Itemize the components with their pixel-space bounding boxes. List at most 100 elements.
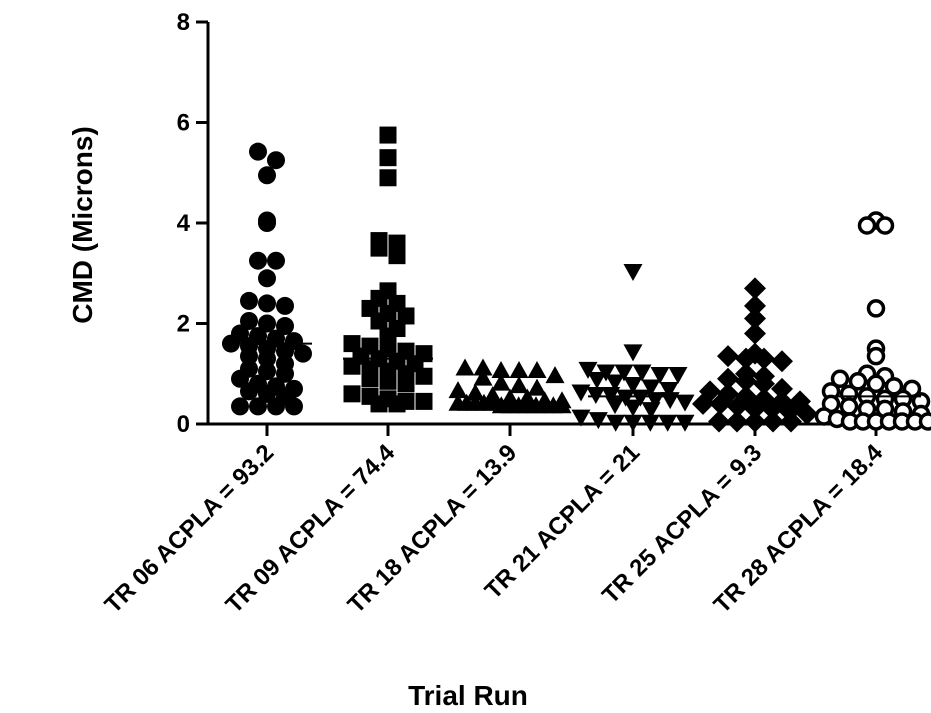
data-point — [231, 369, 249, 388]
data-point — [415, 367, 433, 385]
data-point — [509, 376, 529, 394]
data-point — [587, 371, 607, 389]
data-point — [455, 358, 475, 376]
data-point — [735, 347, 757, 370]
y-axis-label: CMD (Microns) — [67, 126, 98, 324]
median-lines — [222, 342, 921, 405]
data-point — [258, 362, 276, 381]
data-point — [632, 364, 652, 382]
data-point — [771, 377, 793, 400]
data-point — [397, 375, 415, 393]
data-point — [630, 389, 650, 407]
data-point — [744, 294, 766, 317]
data-point — [762, 410, 784, 433]
data-point — [857, 216, 877, 235]
data-point — [744, 307, 766, 330]
data-point — [527, 361, 547, 379]
data-point — [240, 347, 258, 366]
data-point — [753, 372, 775, 395]
y-tick-label: 6 — [177, 110, 190, 137]
data-point — [744, 397, 766, 420]
data-point — [545, 366, 565, 384]
data-point — [571, 409, 591, 427]
data-point — [709, 392, 732, 415]
data-point — [753, 347, 775, 370]
data-point — [343, 357, 361, 375]
data-point — [388, 247, 406, 265]
data-point — [571, 384, 591, 402]
data-point — [616, 389, 636, 407]
data-point — [605, 374, 625, 392]
data-point — [276, 317, 294, 336]
data-point — [735, 370, 757, 393]
data-point — [623, 399, 643, 417]
data-point — [875, 216, 895, 235]
data-point — [388, 395, 406, 413]
data-point — [240, 382, 258, 401]
data-point — [448, 381, 468, 399]
y-axis: 0 2 4 6 8 — [177, 9, 210, 438]
data-point — [659, 382, 679, 400]
data-point — [258, 269, 276, 288]
x-axis-label: Trial Run — [408, 680, 528, 711]
data-point — [614, 364, 634, 382]
data-point — [726, 410, 748, 433]
data-point — [231, 397, 249, 416]
data-point — [267, 251, 285, 270]
data-point — [258, 384, 276, 403]
data-point — [596, 364, 616, 382]
data-point — [830, 369, 850, 389]
data-point — [249, 251, 267, 270]
data-point — [343, 385, 361, 403]
x-axis — [207, 422, 930, 436]
data-point — [465, 383, 485, 401]
data-point — [839, 397, 859, 416]
data-point — [717, 367, 739, 390]
data-point — [258, 314, 276, 333]
data-point — [527, 378, 547, 396]
data-point — [623, 263, 643, 281]
data-point — [509, 361, 529, 379]
data-point — [623, 414, 643, 432]
data-point — [866, 374, 886, 394]
data-point — [771, 350, 793, 373]
data-point — [379, 169, 397, 187]
data-point — [641, 402, 661, 420]
data-point — [361, 370, 379, 388]
data-point — [249, 397, 267, 416]
data-point — [379, 126, 397, 144]
data-point — [258, 214, 276, 232]
data-point — [708, 410, 730, 433]
data-point — [240, 311, 258, 330]
y-tick-label: 0 — [177, 411, 190, 438]
data-point — [415, 392, 433, 410]
data-point — [692, 392, 714, 415]
data-point — [552, 396, 572, 414]
data-point — [623, 344, 643, 362]
data-point — [623, 377, 643, 394]
data-point — [675, 414, 695, 432]
data-point — [276, 296, 294, 315]
data-point — [276, 342, 294, 361]
data-point — [884, 377, 904, 396]
data-point — [588, 412, 608, 430]
data-point — [605, 397, 625, 415]
data-point — [606, 414, 626, 432]
y-tick-label: 8 — [177, 9, 190, 36]
data-point — [491, 361, 511, 379]
y-tick-label: 4 — [177, 210, 191, 237]
data-point — [276, 364, 294, 383]
y-tick-label: 2 — [177, 311, 190, 338]
data-point — [370, 395, 388, 413]
data-point — [491, 373, 511, 391]
data-point — [578, 361, 598, 379]
data-point — [744, 322, 766, 345]
data-point — [675, 394, 695, 412]
data-point — [761, 397, 784, 420]
data-point — [249, 142, 267, 161]
data-point — [294, 344, 312, 363]
data-point — [258, 294, 276, 313]
data-point — [658, 414, 678, 432]
data-point — [848, 372, 868, 391]
